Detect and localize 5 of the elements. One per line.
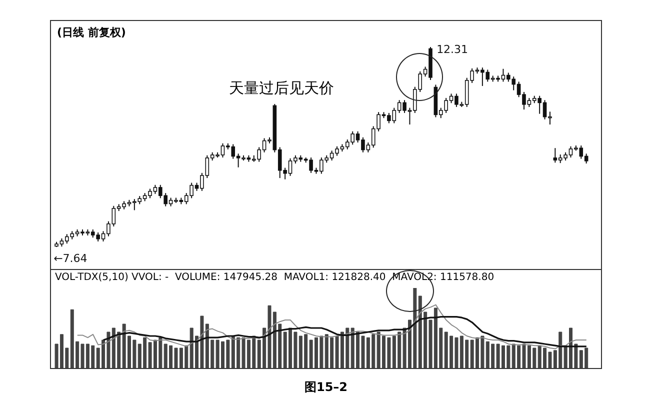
caption: 图15–2 bbox=[303, 379, 349, 396]
annotation: 天量过后见天价 bbox=[229, 79, 334, 98]
text: ←7.64 bbox=[54, 252, 88, 265]
annotation: 12.31 bbox=[436, 43, 468, 56]
chart-title: (日线 前复权) bbox=[57, 25, 126, 40]
